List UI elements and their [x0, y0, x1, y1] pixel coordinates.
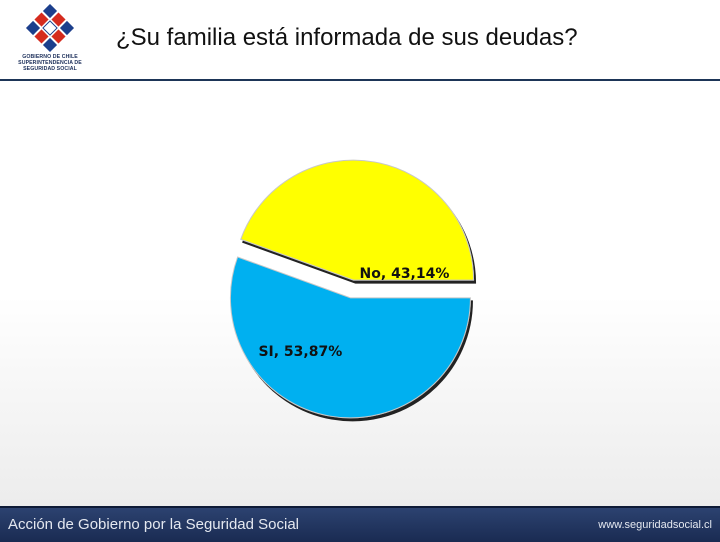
pie-label-no: No, 43,14%: [360, 266, 450, 282]
header: GOBIERNO DE CHILE SUPERINTENDENCIA DE SE…: [0, 0, 720, 80]
logo-line: GOBIERNO DE CHILE: [22, 54, 78, 60]
logo-emblem-icon: [25, 3, 75, 53]
logo-text: GOBIERNO DE CHILE SUPERINTENDENCIA DE SE…: [10, 54, 90, 72]
footer-slogan: Acción de Gobierno por la Seguridad Soci…: [8, 516, 300, 533]
page-title: ¿Su familia está informada de sus deudas…: [116, 24, 578, 51]
pie-slice-si: [230, 256, 471, 419]
gobierno-logo: GOBIERNO DE CHILE SUPERINTENDENCIA DE SE…: [10, 3, 90, 76]
pie-label-si: SI, 53,87%: [258, 344, 342, 360]
footer: Acción de Gobierno por la Seguridad Soci…: [0, 506, 720, 542]
pie-chart: No, 43,14% SI, 53,87%: [0, 81, 720, 506]
logo-line: SEGURIDAD SOCIAL: [23, 66, 77, 72]
logo-line: SUPERINTENDENCIA DE: [18, 60, 82, 66]
pie-chart-svg: No, 43,14% SI, 53,87%: [230, 159, 475, 419]
header-divider: [0, 79, 720, 81]
pie-slice-no: [240, 159, 475, 281]
footer-url[interactable]: www.seguridadsocial.cl: [598, 519, 712, 531]
